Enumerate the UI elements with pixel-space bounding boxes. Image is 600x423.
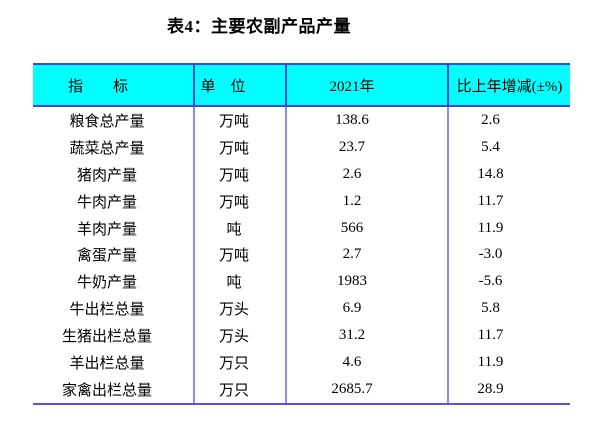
cell-value: 1983 (285, 268, 447, 296)
cell-indicator: 牛奶产量 (76, 275, 137, 292)
cell-value: 31.2 (285, 322, 447, 350)
cell-unit: 万头 (193, 295, 285, 323)
cell-unit: 吨 (193, 268, 285, 296)
cell-value: 138.6 (285, 107, 447, 134)
cell-unit: 万吨 (193, 187, 285, 215)
cell-value: 2.6 (285, 160, 447, 188)
cell-indicator: 家禽出栏总量 (61, 382, 152, 399)
cell-value: 23.7 (285, 133, 447, 161)
cell-unit: 万只 (193, 375, 285, 403)
cell-value: 1.2 (285, 187, 447, 215)
table-body: 粮食总产量 万吨 138.6 2.6 蔬菜总产量 万吨 23.7 5.4 猪肉产… (33, 107, 570, 405)
cell-unit: 万只 (193, 349, 285, 376)
header-change-pct: 比上年增减(±%) (447, 65, 570, 105)
cell-change: 5.8 (447, 295, 570, 323)
table-row: 禽蛋产量 万吨 2.7 -3.0 (33, 241, 570, 269)
table-row: 牛出栏总量 万头 6.9 5.8 (33, 295, 570, 323)
table-header-row: 指 标 单 位 2021年 比上年增减(±%) (33, 63, 570, 107)
cell-change: 11.9 (447, 349, 570, 376)
table-title: 表4：主要农副产品产量 (167, 17, 351, 36)
cell-indicator: 禽蛋产量 (76, 248, 137, 265)
cell-indicator: 牛肉产量 (76, 194, 137, 211)
table-row: 粮食总产量 万吨 138.6 2.6 (33, 107, 570, 134)
cell-indicator: 羊肉产量 (76, 221, 137, 238)
table-row: 牛奶产量 吨 1983 -5.6 (33, 268, 570, 296)
table-row: 家禽出栏总量 万只 2685.7 28.9 (33, 375, 570, 403)
cell-change: 14.8 (447, 160, 570, 188)
cell-unit: 万吨 (193, 241, 285, 269)
cell-indicator: 粮食总产量 (69, 113, 145, 130)
cell-change: 11.9 (447, 214, 570, 242)
cell-value: 566 (285, 214, 447, 242)
cell-indicator: 猪肉产量 (76, 167, 137, 184)
cell-change: 2.6 (447, 107, 570, 134)
cell-unit: 万吨 (193, 133, 285, 161)
table-row: 猪肉产量 万吨 2.6 14.8 (33, 160, 570, 188)
cell-value: 2.7 (285, 241, 447, 269)
cell-unit: 万头 (193, 322, 285, 350)
table-row: 羊肉产量 吨 566 11.9 (33, 214, 570, 242)
cell-value: 2685.7 (285, 375, 447, 403)
cell-change: -5.6 (447, 268, 570, 296)
cell-indicator: 牛出栏总量 (69, 302, 145, 319)
cell-unit: 吨 (193, 214, 285, 242)
header-indicator: 指 标 (67, 78, 128, 95)
cell-unit: 万吨 (193, 160, 285, 188)
cell-change: 11.7 (447, 322, 570, 350)
table-row: 羊出栏总量 万只 4.6 11.9 (33, 349, 570, 376)
table-row: 生猪出栏总量 万头 31.2 11.7 (33, 322, 570, 350)
cell-change: 5.4 (447, 133, 570, 161)
cell-change: -3.0 (447, 241, 570, 269)
cell-indicator: 蔬菜总产量 (69, 140, 145, 157)
cell-change: 11.7 (447, 187, 570, 215)
header-year-2021: 2021年 (285, 65, 447, 105)
cell-unit: 万吨 (193, 107, 285, 134)
table-row: 蔬菜总产量 万吨 23.7 5.4 (33, 133, 570, 161)
header-unit: 单 位 (193, 65, 285, 105)
cell-change: 28.9 (447, 375, 570, 403)
cell-indicator: 羊出栏总量 (69, 355, 145, 372)
cell-indicator: 生猪出栏总量 (61, 329, 152, 346)
table-row: 牛肉产量 万吨 1.2 11.7 (33, 187, 570, 215)
cell-value: 4.6 (285, 349, 447, 376)
agri-products-table: 指 标 单 位 2021年 比上年增减(±%) 粮食总产量 万吨 138.6 2… (33, 63, 570, 405)
cell-value: 6.9 (285, 295, 447, 323)
